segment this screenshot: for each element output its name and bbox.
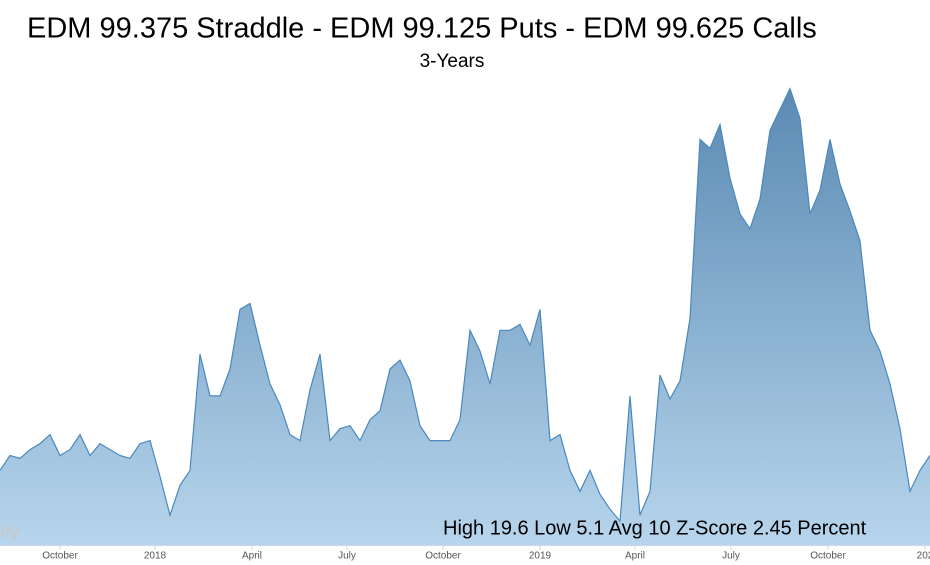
x-tick-label: April xyxy=(625,551,645,562)
chart-title: EDM 99.375 Straddle - EDM 99.125 Puts - … xyxy=(27,13,817,45)
x-tick-label: October xyxy=(42,551,78,562)
watermark: ey xyxy=(0,521,19,541)
x-tick-label: July xyxy=(722,551,740,562)
x-tick-label: October xyxy=(810,551,846,562)
annotation: High 19.6 Low 5.1 Avg 10 Z-Score 2.45 Pe… xyxy=(443,517,867,539)
x-tick-label: 2018 xyxy=(144,551,167,562)
chart-subtitle: 3-Years xyxy=(420,51,485,72)
area-line xyxy=(0,87,930,523)
x-tick-label: July xyxy=(338,551,356,562)
x-tick-label: 2019 xyxy=(529,551,552,562)
x-tick-label: April xyxy=(242,551,262,562)
plot-area xyxy=(0,87,930,550)
x-tick-label: 202 xyxy=(917,551,930,562)
x-tick-label: October xyxy=(425,551,461,562)
area-fill xyxy=(0,88,930,545)
